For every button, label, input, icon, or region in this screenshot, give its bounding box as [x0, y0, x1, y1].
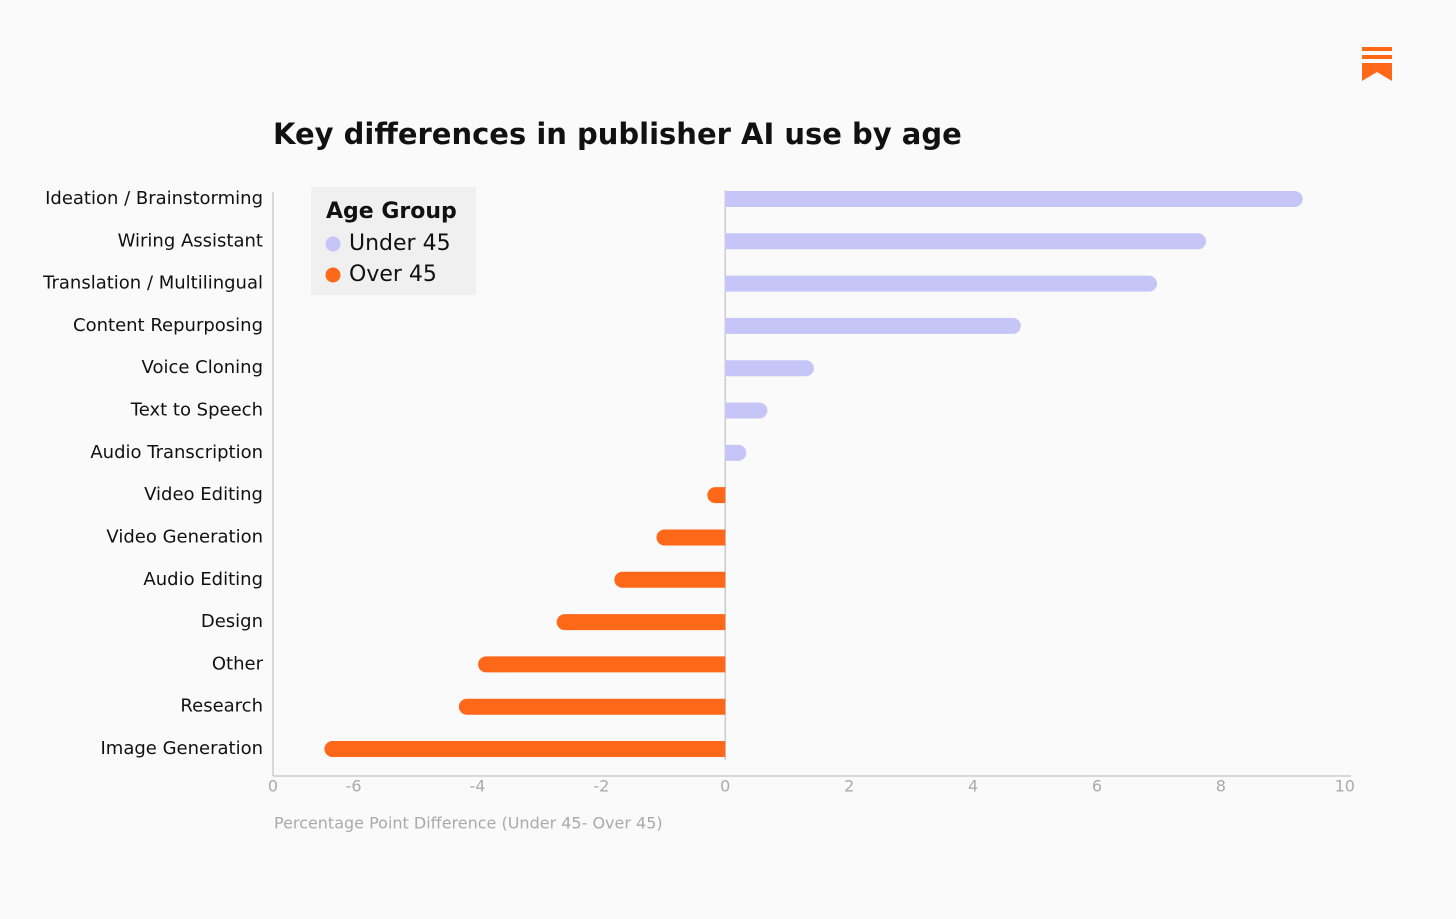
- x-tick-label: 0: [268, 777, 278, 796]
- x-tick-label: 4: [968, 777, 978, 796]
- x-axis-label: Percentage Point Difference (Under 45- O…: [274, 814, 663, 833]
- y-tick-label: Wiring Assistant: [118, 230, 263, 251]
- x-tick-label: 2: [844, 777, 854, 796]
- y-tick-label: Voice Cloning: [142, 357, 263, 378]
- logo: [1362, 47, 1392, 81]
- bar: [478, 656, 726, 673]
- bar: [656, 529, 726, 546]
- x-tick-label: 6: [1092, 777, 1102, 796]
- bar: [725, 191, 1303, 207]
- bar: [725, 444, 747, 461]
- y-tick-label: Ideation / Brainstorming: [45, 188, 263, 209]
- y-tick-label: Text to Speech: [130, 400, 263, 421]
- x-tick-label: 10: [1335, 777, 1355, 796]
- x-tick-label: -6: [346, 777, 362, 796]
- bar: [614, 571, 726, 588]
- chart-title: Key differences in publisher AI use by a…: [273, 117, 962, 151]
- y-tick-label: Design: [201, 611, 263, 632]
- bar: [725, 360, 814, 377]
- y-tick-label: Other: [212, 653, 264, 674]
- y-tick-label: Content Repurposing: [73, 315, 263, 336]
- y-tick-label: Research: [180, 696, 263, 717]
- x-tick-label: -2: [593, 777, 609, 796]
- bar: [725, 317, 1021, 334]
- bar: [707, 487, 726, 504]
- bar: [725, 233, 1207, 250]
- legend-label: Over 45: [349, 262, 437, 287]
- x-tick-label: 8: [1216, 777, 1226, 796]
- x-tick-label: 0: [720, 777, 730, 796]
- bar: [725, 275, 1158, 292]
- legend-marker: [325, 236, 341, 252]
- y-tick-label: Video Generation: [106, 526, 263, 547]
- bar: [458, 698, 726, 715]
- legend-title: Age Group: [326, 199, 457, 224]
- legend-label: Under 45: [349, 231, 451, 256]
- bar: [725, 402, 768, 419]
- bar: [324, 741, 726, 757]
- legend-marker: [325, 267, 341, 283]
- y-tick-label: Audio Editing: [143, 569, 263, 590]
- y-tick-label: Video Editing: [144, 484, 263, 505]
- bar: [556, 614, 726, 631]
- y-tick-label: Audio Transcription: [90, 442, 263, 463]
- y-tick-label: Translation / Multilingual: [42, 273, 263, 294]
- y-tick-label: Image Generation: [100, 738, 263, 759]
- x-tick-label: -4: [469, 777, 485, 796]
